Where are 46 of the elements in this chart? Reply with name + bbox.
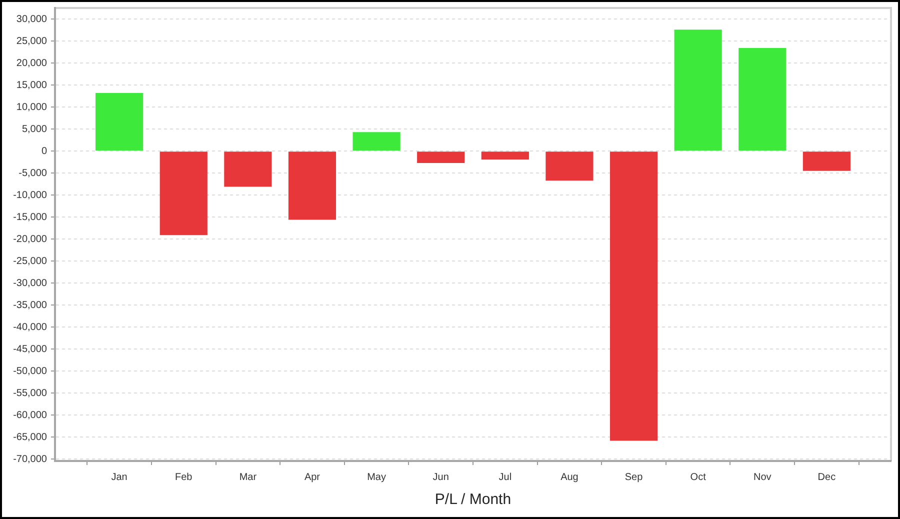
bar [417,152,465,163]
y-tick-label: -40,000 [13,322,48,333]
x-tick-label: Nov [753,472,772,483]
y-tick-label: 10,000 [16,102,48,113]
bar [160,152,208,236]
y-tick-label: -25,000 [13,256,48,267]
x-tick-label: Jul [498,472,512,483]
y-tick-label: 5,000 [22,124,48,135]
bar [610,152,658,441]
bar [481,152,529,160]
y-tick-label: -55,000 [13,388,48,399]
x-tick-label: Mar [239,472,258,483]
y-tick-label: -5,000 [18,168,48,179]
bar [96,92,144,151]
y-tick-label: -65,000 [13,432,48,443]
y-tick-label: 0 [41,146,48,157]
y-tick-label: 30,000 [16,14,48,25]
x-axis-title: P/L / Month [434,491,512,508]
y-tick-label: -15,000 [13,212,48,223]
x-tick-label: Oct [690,472,706,483]
y-tick-label: 25,000 [16,36,48,47]
x-tick-label: Jan [111,472,128,483]
bar [674,30,722,151]
y-tick-label: -30,000 [13,278,48,289]
x-tick-label: Aug [560,472,578,483]
x-tick-label: Sep [624,472,644,483]
y-tick-label: -20,000 [13,234,48,245]
x-tick-label: Jun [432,472,449,483]
x-tick-label: Feb [175,472,193,483]
bar [352,132,400,151]
y-tick-label: -60,000 [13,410,48,421]
y-tick-label: -35,000 [13,300,48,311]
y-tick-label: 20,000 [16,58,48,69]
y-tick-label: -70,000 [13,454,48,465]
y-tick-label: -45,000 [13,344,48,355]
bar [738,48,786,151]
bar [224,152,272,187]
y-tick-label: -10,000 [13,190,48,201]
bar [288,152,336,220]
x-tick-label: May [367,472,386,483]
x-tick-label: Apr [304,472,321,483]
bar [546,152,594,181]
y-tick-label: 15,000 [16,80,48,91]
y-tick-label: -50,000 [13,366,48,377]
bar [802,152,850,171]
x-tick-label: Dec [818,472,836,483]
